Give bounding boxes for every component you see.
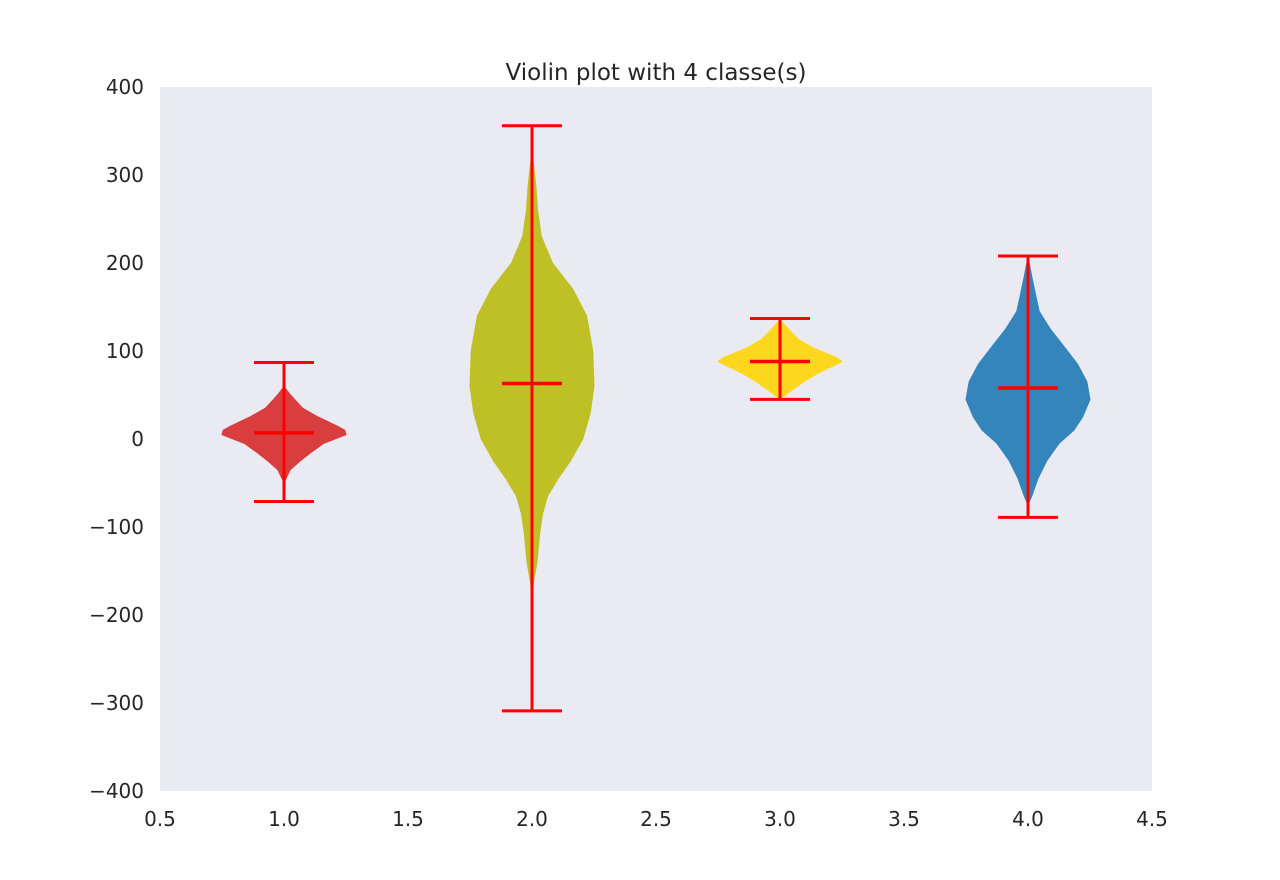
chart-title: Violin plot with 4 classe(s) <box>506 60 807 86</box>
y-tick-label: −400 <box>89 779 144 803</box>
x-tick-label: 3.0 <box>764 807 796 831</box>
y-tick-label: 0 <box>131 427 144 451</box>
y-tick-label: −100 <box>89 515 144 539</box>
x-tick-label: 2.0 <box>516 807 548 831</box>
x-tick-label: 4.5 <box>1136 807 1168 831</box>
y-axis-tick-labels: 400 300 200 100 0 −100 −200 −300 −400 <box>89 75 144 803</box>
y-tick-label: −300 <box>89 691 144 715</box>
x-tick-label: 3.5 <box>888 807 920 831</box>
y-tick-label: −200 <box>89 603 144 627</box>
y-tick-label: 100 <box>106 339 144 363</box>
x-tick-label: 2.5 <box>640 807 672 831</box>
x-tick-label: 1.5 <box>392 807 424 831</box>
y-tick-label: 400 <box>106 75 144 99</box>
x-tick-label: 4.0 <box>1012 807 1044 831</box>
x-axis-tick-labels: 0.5 1.0 1.5 2.0 2.5 3.0 3.5 4.0 4.5 <box>144 807 1168 831</box>
x-tick-label: 0.5 <box>144 807 176 831</box>
y-tick-label: 200 <box>106 251 144 275</box>
y-tick-label: 300 <box>106 163 144 187</box>
x-tick-label: 1.0 <box>268 807 300 831</box>
statistics-layer <box>254 124 1058 713</box>
